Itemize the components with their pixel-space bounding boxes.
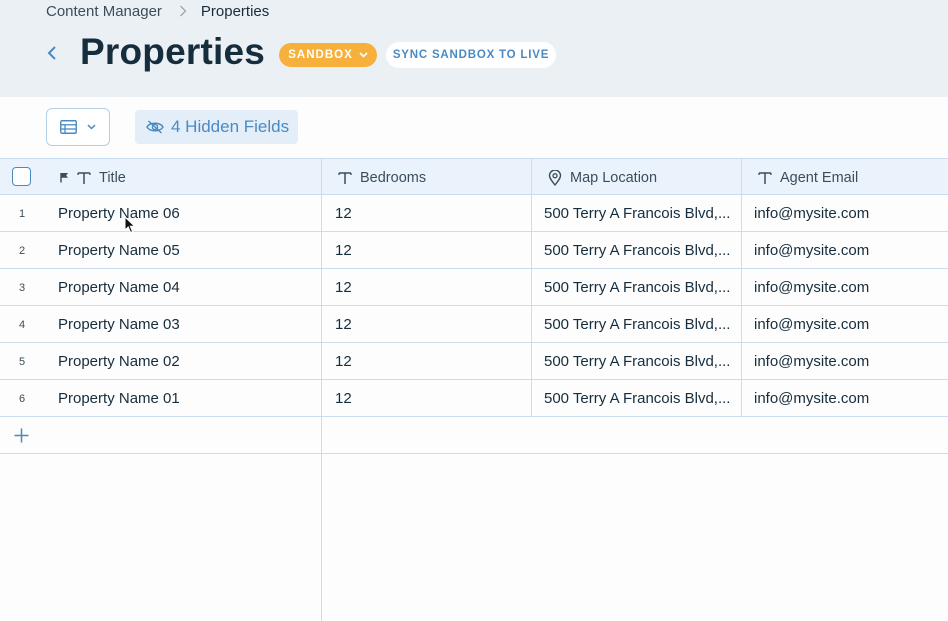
cell-title[interactable]: Property Name 01 (58, 390, 180, 407)
cell-agent-email[interactable]: info@mysite.com (754, 390, 870, 407)
table-row[interactable]: 5 Property Name 02 12 500 Terry A Franco… (0, 343, 948, 380)
back-button[interactable] (44, 43, 60, 63)
chevron-left-icon (47, 46, 56, 60)
cell-title[interactable]: Property Name 04 (58, 279, 180, 296)
breadcrumb-content-manager[interactable]: Content Manager (46, 2, 162, 20)
hidden-fields-label: 4 Hidden Fields (171, 117, 290, 136)
cell-agent-email[interactable]: info@mysite.com (754, 316, 870, 333)
grid-header: Title Bedrooms Map Location Agent Email (0, 158, 948, 195)
cell-bedrooms[interactable]: 12 (335, 390, 352, 407)
cell-title[interactable]: Property Name 06 (58, 205, 180, 222)
table-view-icon (60, 120, 77, 134)
breadcrumb-current: Properties (200, 2, 270, 20)
column-header-bedrooms[interactable]: Bedrooms (338, 159, 426, 196)
cell-map-location[interactable]: 500 Terry A Francois Blvd,... (544, 390, 731, 407)
cell-bedrooms[interactable]: 12 (335, 205, 352, 222)
cell-map-location[interactable]: 500 Terry A Francois Blvd,... (544, 205, 731, 222)
column-label-map-location: Map Location (570, 169, 658, 186)
page-header: Content Manager Properties Properties SA… (0, 0, 948, 97)
column-header-agent-email[interactable]: Agent Email (758, 159, 858, 196)
map-pin-icon (548, 169, 562, 186)
cell-map-location[interactable]: 500 Terry A Francois Blvd,... (544, 316, 731, 333)
text-type-icon (77, 171, 91, 184)
row-number: 3 (18, 281, 26, 294)
cell-map-location[interactable]: 500 Terry A Francois Blvd,... (544, 242, 731, 259)
column-label-title: Title (99, 169, 126, 186)
column-divider (321, 158, 322, 621)
hidden-fields-button[interactable]: 4 Hidden Fields (135, 110, 298, 144)
row-number: 2 (18, 244, 26, 257)
toolbar: 4 Hidden Fields (0, 97, 948, 158)
cell-title[interactable]: Property Name 02 (58, 353, 180, 370)
cell-bedrooms[interactable]: 12 (335, 279, 352, 296)
chevron-down-icon (359, 52, 368, 58)
cell-title[interactable]: Property Name 03 (58, 316, 180, 333)
chevron-down-icon (87, 124, 96, 130)
sandbox-label: SANDBOX (288, 49, 353, 61)
row-number: 1 (18, 207, 26, 220)
table-row[interactable]: 2 Property Name 05 12 500 Terry A Franco… (0, 232, 948, 269)
column-header-title[interactable]: Title (60, 159, 126, 196)
cell-bedrooms[interactable]: 12 (335, 242, 352, 259)
page-title: Properties (80, 31, 266, 72)
cell-map-location[interactable]: 500 Terry A Francois Blvd,... (544, 279, 731, 296)
chevron-right-icon (179, 5, 187, 17)
breadcrumb: Content Manager Properties (46, 2, 269, 20)
column-label-bedrooms: Bedrooms (360, 169, 427, 186)
cell-map-location[interactable]: 500 Terry A Francois Blvd,... (544, 353, 731, 370)
column-divider (531, 158, 532, 417)
row-number: 4 (18, 318, 26, 331)
select-all-checkbox[interactable] (12, 167, 31, 186)
view-switcher-button[interactable] (46, 108, 110, 146)
row-number: 6 (18, 392, 26, 405)
column-divider (741, 158, 742, 417)
table-row[interactable]: 4 Property Name 03 12 500 Terry A Franco… (0, 306, 948, 343)
add-item-row (0, 417, 948, 454)
table-row[interactable]: 1 Property Name 06 12 500 Terry A Franco… (0, 195, 948, 232)
sync-sandbox-button[interactable]: SYNC SANDBOX TO LIVE (386, 42, 556, 68)
cell-bedrooms[interactable]: 12 (335, 316, 352, 333)
text-type-icon (338, 171, 352, 184)
cell-agent-email[interactable]: info@mysite.com (754, 205, 870, 222)
cell-agent-email[interactable]: info@mysite.com (754, 242, 870, 259)
column-header-map-location[interactable]: Map Location (548, 159, 657, 196)
table-row[interactable]: 3 Property Name 04 12 500 Terry A Franco… (0, 269, 948, 306)
mouse-cursor-icon (124, 216, 136, 234)
sandbox-dropdown[interactable]: SANDBOX (279, 43, 377, 67)
column-label-agent-email: Agent Email (780, 169, 859, 186)
cell-title[interactable]: Property Name 05 (58, 242, 180, 259)
row-number: 5 (18, 355, 26, 368)
table-row[interactable]: 6 Property Name 01 12 500 Terry A Franco… (0, 380, 948, 417)
eye-off-icon (146, 120, 164, 134)
cell-bedrooms[interactable]: 12 (335, 353, 352, 370)
cell-agent-email[interactable]: info@mysite.com (754, 353, 870, 370)
plus-icon[interactable] (12, 426, 31, 445)
cell-agent-email[interactable]: info@mysite.com (754, 279, 870, 296)
text-type-icon (758, 171, 772, 184)
flag-icon (60, 173, 68, 183)
